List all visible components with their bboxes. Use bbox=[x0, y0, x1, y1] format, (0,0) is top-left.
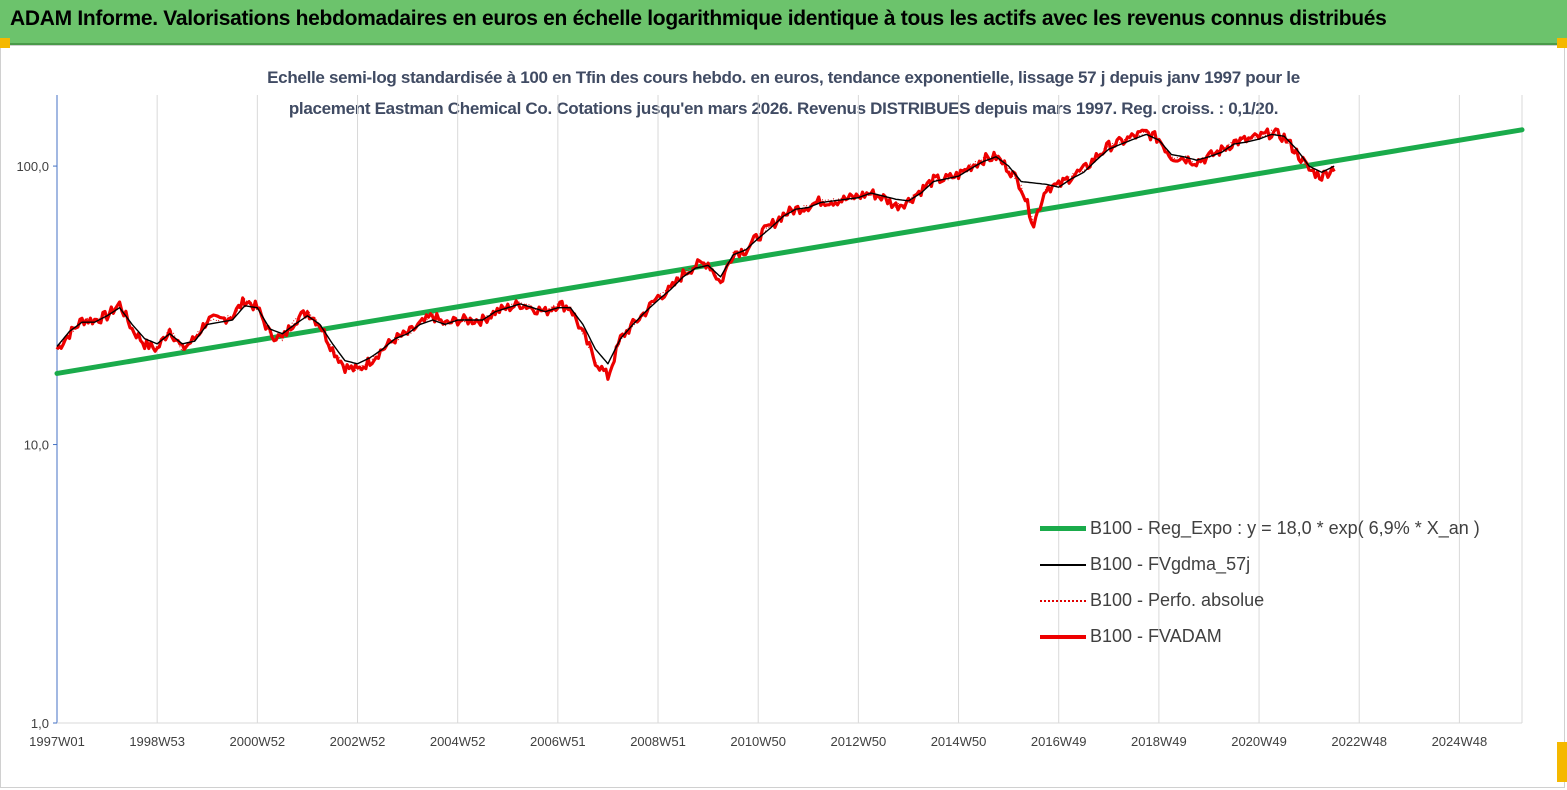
legend-label-fvadam: B100 - FVADAM bbox=[1090, 626, 1222, 646]
y-tick-label: 1,0 bbox=[31, 716, 49, 731]
x-tick-label: 2022W48 bbox=[1331, 734, 1387, 749]
x-tick-label: 2020W49 bbox=[1231, 734, 1287, 749]
x-tick-label: 2004W52 bbox=[430, 734, 486, 749]
x-tick-label: 2012W50 bbox=[831, 734, 887, 749]
corner-marker-top-right bbox=[1557, 38, 1567, 48]
title-banner: ADAM Informe. Valorisations hebdomadaire… bbox=[0, 0, 1567, 45]
legend-label-regression: B100 - Reg_Expo : y = 18,0 * exp( 6,9% *… bbox=[1090, 518, 1480, 538]
corner-marker-top-left bbox=[0, 38, 10, 48]
legend-swatch-smoothed bbox=[1040, 564, 1086, 566]
legend-swatch-regression bbox=[1040, 526, 1086, 531]
x-tick-label: 2024W48 bbox=[1432, 734, 1488, 749]
x-tick-label: 1997W01 bbox=[29, 734, 85, 749]
series-line-regression bbox=[54, 127, 1525, 376]
corner-marker-bottom-right bbox=[1557, 742, 1567, 782]
x-tick-label: 2006W51 bbox=[530, 734, 586, 749]
x-tick-label: 2010W50 bbox=[730, 734, 786, 749]
x-tick-label: 2008W51 bbox=[630, 734, 686, 749]
x-tick-label: 2016W49 bbox=[1031, 734, 1087, 749]
y-tick-label: 100,0 bbox=[16, 159, 49, 174]
legend-swatch-fvadam bbox=[1040, 635, 1086, 639]
x-tick-label: 2018W49 bbox=[1131, 734, 1187, 749]
series-line-smoothed bbox=[56, 133, 1335, 365]
chart-frame bbox=[0, 45, 1565, 788]
x-tick-label: 1998W53 bbox=[129, 734, 185, 749]
legend-swatch-perf-absolue bbox=[1040, 600, 1086, 602]
x-tick-label: 2014W50 bbox=[931, 734, 987, 749]
chart-subtitle: placement Eastman Chemical Co. Cotations… bbox=[288, 99, 1279, 118]
x-tick-label: 2002W52 bbox=[330, 734, 386, 749]
legend-label-perf-absolue: B100 - Perfo. absolue bbox=[1090, 590, 1265, 610]
y-tick-label: 10,0 bbox=[24, 438, 49, 453]
x-tick-label: 2000W52 bbox=[230, 734, 286, 749]
banner-title: ADAM Informe. Valorisations hebdomadaire… bbox=[10, 7, 1387, 30]
chart-title: Echelle semi-log standardisée à 100 en T… bbox=[267, 68, 1300, 87]
legend-label-smoothed: B100 - FVgdma_57j bbox=[1090, 554, 1251, 574]
